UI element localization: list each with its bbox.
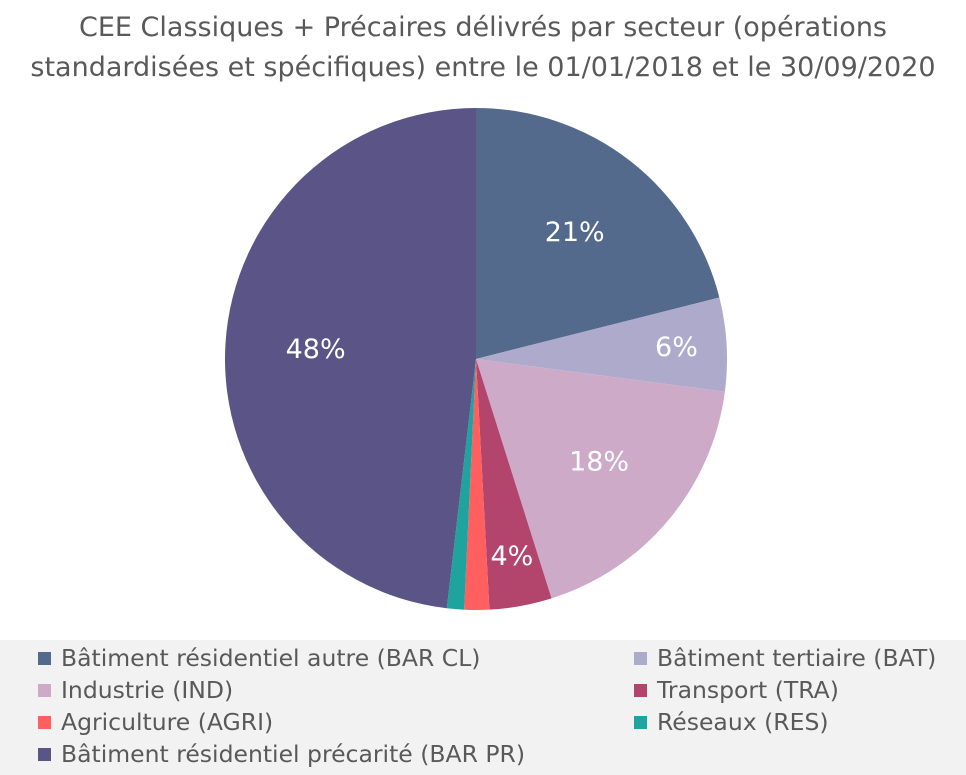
legend-item-batiment-tertiaire-bat: Bâtiment tertiaire (BAT)	[634, 642, 936, 674]
pie-data-labels: 21% 6% 18% 4% 48%	[286, 217, 698, 572]
legend-label: Industrie (IND)	[61, 676, 234, 704]
legend-swatch	[634, 715, 647, 729]
data-label-batiment-residentiel-autre-bar-cl: 21%	[545, 217, 605, 248]
legend-swatch	[38, 683, 51, 697]
legend-swatch	[634, 651, 647, 665]
pie-slice-agriculture-agri	[464, 359, 490, 610]
pie-slice-transport-tra	[476, 359, 552, 610]
legend-item-agriculture-agri: Agriculture (AGRI)	[38, 706, 273, 738]
legend-label: Bâtiment résidentiel autre (BAR CL)	[61, 644, 481, 672]
data-label-transport-tra: 4%	[490, 541, 533, 572]
legend-label: Transport (TRA)	[657, 676, 839, 704]
chart-title-line-1: CEE Classiques + Précaires délivrés par …	[78, 12, 887, 43]
chart-title: CEE Classiques + Précaires délivrés par …	[0, 8, 966, 88]
legend-item-industrie-ind: Industrie (IND)	[38, 674, 233, 706]
legend-item-batiment-residentiel-autre-bar-cl: Bâtiment résidentiel autre (BAR CL)	[38, 642, 480, 674]
legend-label: Réseaux (RES)	[657, 708, 829, 736]
legend-label: Agriculture (AGRI)	[61, 708, 274, 736]
legend-swatch	[38, 715, 51, 729]
data-label-batiment-residentiel-precarite-bar-pr: 48%	[286, 334, 346, 365]
legend-item-batiment-residentiel-precarite-bar-pr: Bâtiment résidentiel précarité (BAR PR)	[38, 738, 525, 770]
legend-label: Bâtiment résidentiel précarité (BAR PR)	[61, 740, 526, 768]
legend-item-reseaux-res: Réseaux (RES)	[634, 706, 829, 738]
data-label-batiment-tertiaire-bat: 6%	[655, 332, 698, 363]
legend-label: Bâtiment tertiaire (BAT)	[657, 644, 937, 672]
chart-title-line-2: standardisées et spécifiques) entre le 0…	[30, 52, 936, 83]
data-label-industrie-ind: 18%	[569, 447, 629, 478]
legend-swatch	[38, 651, 51, 665]
legend-item-transport-tra: Transport (TRA)	[634, 674, 839, 706]
pie-slice-batiment-residentiel-autre-bar-cl	[476, 108, 720, 359]
pie-slices	[224, 108, 728, 610]
pie-slice-reseaux-res	[446, 359, 476, 610]
pie-slice-industrie-ind	[476, 359, 725, 599]
pie-slice-batiment-tertiaire-bat	[476, 297, 728, 392]
legend-swatch	[38, 747, 51, 761]
pie-slice-batiment-residentiel-precarite-bar-pr	[224, 108, 476, 609]
legend-swatch	[634, 683, 647, 697]
chart-legend: Bâtiment résidentiel autre (BAR CL) Bâtim…	[0, 640, 966, 775]
pie-chart: 21% 6% 18% 4% 48%	[224, 108, 728, 610]
